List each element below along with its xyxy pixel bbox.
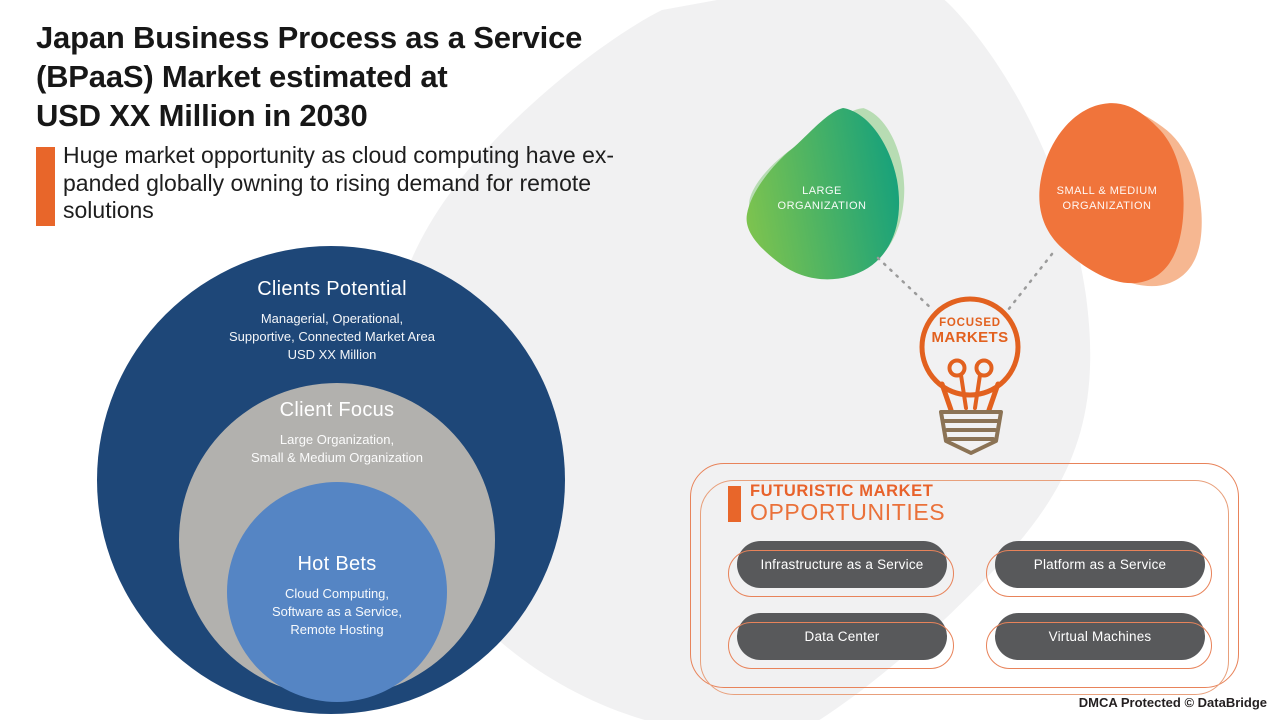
focused-markets-line-1: FOCUSED — [939, 317, 1001, 329]
small-medium-organization-label: SMALL & MEDIUM ORGANIZATION — [1022, 184, 1192, 214]
venn-outer-title: Clients Potential — [257, 278, 407, 300]
small-medium-organization-label-line-1: SMALL & MEDIUM — [1056, 185, 1158, 197]
connector-line-left — [876, 256, 935, 312]
small-medium-organization-shape — [1039, 103, 1184, 284]
opportunity-pill-platform: Platform as a Service — [986, 541, 1212, 597]
venn-outer-text: Clients Potential Managerial, Operationa… — [167, 278, 497, 364]
opportunity-pill-label: Data Center — [804, 629, 880, 644]
venn-middle-line-2: Small & Medium Organization — [251, 450, 423, 465]
opportunities-heading-line-2: OPPORTUNITIES — [750, 499, 946, 525]
opportunity-pill-data-center: Data Center — [728, 613, 954, 669]
opportunity-pill-label: Virtual Machines — [1048, 629, 1152, 644]
venn-inner-line-1: Cloud Computing, — [284, 586, 390, 601]
venn-outer-line-1: Managerial, Operational, — [260, 311, 404, 326]
venn-outer-lines: Managerial, Operational, Supportive, Con… — [167, 310, 497, 364]
opportunities-heading-line-1: FUTURISTIC MARKET — [750, 482, 934, 500]
page-title-line-2: (BPaaS) Market estimated at — [36, 59, 448, 94]
focused-markets-label: FOCUSED MARKETS — [915, 317, 1025, 346]
venn-inner-title: Hot Bets — [297, 553, 377, 575]
page-title-line-1: Japan Business Process as a Service — [36, 20, 583, 55]
connector-line-right — [1006, 252, 1054, 312]
background-blob-shape — [380, 0, 1091, 720]
large-organization-label-line-2: ORGANIZATION — [777, 200, 867, 212]
venn-inner-lines: Cloud Computing, Software as a Service, … — [172, 585, 502, 639]
bulb-base — [939, 410, 1003, 455]
venn-inner-line-3: Remote Hosting — [290, 622, 384, 637]
page-subtitle: Huge market opportunity as cloud computi… — [36, 142, 614, 226]
opportunity-pill-virtual-machines: Virtual Machines — [986, 613, 1212, 669]
page-title-line-3: USD XX Million in 2030 — [36, 98, 368, 133]
venn-inner-text: Hot Bets Cloud Computing, Software as a … — [172, 553, 502, 639]
subtitle-line-2: panded globally owning to rising demand … — [63, 169, 592, 196]
venn-middle-text: Client Focus Large Organization, Small &… — [172, 399, 502, 467]
large-organization-shape — [746, 108, 900, 280]
focused-markets-line-2: MARKETS — [931, 329, 1009, 346]
opportunity-pill-label: Infrastructure as a Service — [760, 557, 924, 572]
lightbulb-icon — [919, 296, 1021, 455]
opportunity-pill-infrastructure: Infrastructure as a Service — [728, 541, 954, 597]
bulb-filament — [947, 358, 994, 410]
page-title: Japan Business Process as a Service (BPa… — [36, 18, 582, 135]
opportunities-panel — [690, 463, 1239, 695]
venn-inner-line-2: Software as a Service, — [271, 604, 403, 619]
bulb-neck — [939, 381, 1001, 413]
venn-middle-title: Client Focus — [279, 399, 395, 421]
large-organization-label-line-1: LARGE — [802, 185, 842, 197]
large-organization-label: LARGE ORGANIZATION — [737, 184, 907, 214]
dmca-notice: DMCA Protected © DataBridge — [1078, 695, 1267, 710]
opportunities-accent-bar — [728, 486, 741, 522]
small-medium-organization-label-line-2: ORGANIZATION — [1062, 200, 1152, 212]
opportunity-pill-label: Platform as a Service — [1033, 557, 1167, 572]
subtitle-line-3: solutions — [63, 197, 154, 223]
venn-middle-line-1: Large Organization, — [279, 432, 395, 447]
venn-inner-circle — [227, 482, 447, 702]
venn-middle-lines: Large Organization, Small & Medium Organ… — [172, 431, 502, 467]
subtitle-text: Huge market opportunity as cloud computi… — [63, 142, 614, 226]
venn-outer-line-3: USD XX Million — [287, 347, 377, 362]
venn-outer-line-2: Supportive, Connected Market Area — [229, 329, 435, 344]
subtitle-accent-bar — [36, 147, 55, 226]
subtitle-line-1: Huge market opportunity as cloud computi… — [63, 142, 615, 168]
